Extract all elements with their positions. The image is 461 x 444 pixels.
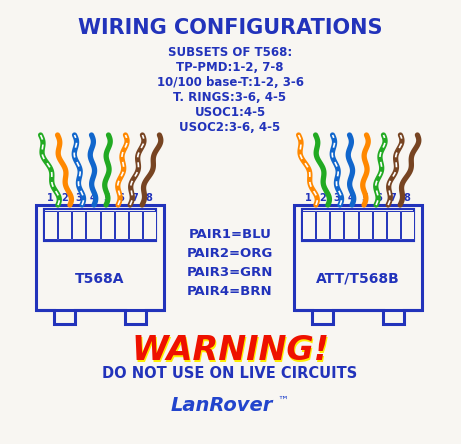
- Text: USOC2:3-6, 4-5: USOC2:3-6, 4-5: [179, 121, 281, 134]
- Text: PAIR3=GRN: PAIR3=GRN: [187, 266, 273, 279]
- Text: 6: 6: [118, 193, 124, 203]
- Text: DO NOT USE ON LIVE CIRCUITS: DO NOT USE ON LIVE CIRCUITS: [102, 366, 358, 381]
- Text: 10/100 base-T:1-2, 3-6: 10/100 base-T:1-2, 3-6: [156, 76, 303, 89]
- Bar: [387, 211, 400, 239]
- Text: SUBSETS OF T568:: SUBSETS OF T568:: [168, 46, 292, 59]
- Text: 4: 4: [89, 193, 96, 203]
- Bar: [143, 211, 156, 239]
- Bar: [344, 211, 357, 239]
- Bar: [316, 211, 329, 239]
- Text: 1: 1: [47, 193, 54, 203]
- Bar: [301, 209, 414, 241]
- Text: WIRING CONFIGURATIONS: WIRING CONFIGURATIONS: [78, 18, 382, 38]
- Text: TP-PMD:1-2, 7-8: TP-PMD:1-2, 7-8: [176, 61, 284, 74]
- Bar: [115, 211, 128, 239]
- Text: 7: 7: [390, 193, 396, 203]
- Text: 3: 3: [76, 193, 82, 203]
- Text: T568A: T568A: [75, 271, 125, 285]
- Text: ™: ™: [278, 396, 289, 406]
- Text: WARNING!: WARNING!: [132, 336, 331, 369]
- Bar: [36, 205, 164, 310]
- Bar: [359, 211, 372, 239]
- Text: 4: 4: [348, 193, 355, 203]
- Text: PAIR4=BRN: PAIR4=BRN: [187, 285, 273, 298]
- Text: 2: 2: [61, 193, 68, 203]
- Text: PAIR2=ORG: PAIR2=ORG: [187, 247, 273, 260]
- Bar: [302, 211, 315, 239]
- Bar: [372, 211, 386, 239]
- Text: USOC1:4-5: USOC1:4-5: [195, 106, 266, 119]
- Text: LanRover: LanRover: [171, 396, 273, 415]
- Text: PAIR1=BLU: PAIR1=BLU: [189, 228, 272, 241]
- Text: 1: 1: [305, 193, 312, 203]
- Bar: [401, 211, 414, 239]
- Text: 7: 7: [132, 193, 139, 203]
- Bar: [44, 209, 156, 241]
- Bar: [294, 205, 422, 310]
- Bar: [331, 211, 343, 239]
- Text: ATT/T568B: ATT/T568B: [316, 271, 400, 285]
- Bar: [86, 211, 100, 239]
- Bar: [58, 211, 71, 239]
- Text: 3: 3: [333, 193, 340, 203]
- Bar: [72, 211, 85, 239]
- Bar: [100, 211, 113, 239]
- Bar: [44, 211, 57, 239]
- Text: 2: 2: [319, 193, 326, 203]
- Text: 5: 5: [104, 193, 111, 203]
- Text: 5: 5: [362, 193, 368, 203]
- Text: T. RINGS:3-6, 4-5: T. RINGS:3-6, 4-5: [173, 91, 287, 104]
- Text: WARNING!: WARNING!: [131, 334, 329, 367]
- Text: 6: 6: [376, 193, 383, 203]
- Bar: [129, 211, 142, 239]
- Text: 8: 8: [146, 193, 153, 203]
- Text: 8: 8: [404, 193, 411, 203]
